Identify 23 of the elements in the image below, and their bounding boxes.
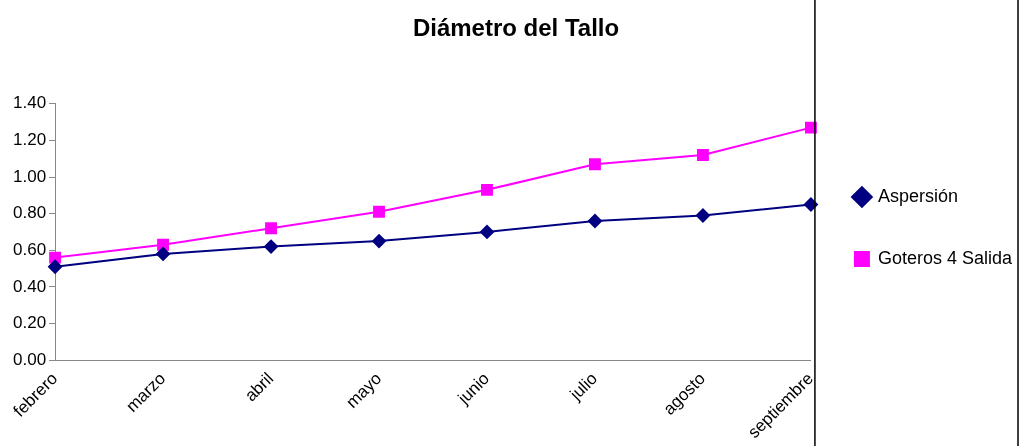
point bbox=[372, 234, 387, 249]
point bbox=[587, 213, 602, 228]
y-tick-label: 1.20 bbox=[12, 130, 47, 150]
point bbox=[697, 149, 709, 162]
y-tick-label: 0.40 bbox=[12, 276, 47, 296]
y-tick-label: 0.80 bbox=[12, 203, 47, 223]
y-tick-label: 0.60 bbox=[12, 239, 47, 259]
point bbox=[479, 224, 494, 239]
y-tick-label: 1.40 bbox=[12, 93, 47, 113]
legend-label: Aspersión bbox=[877, 185, 958, 206]
y-tick-label: 0.20 bbox=[12, 313, 47, 333]
chart-title: Diámetro del Tallo bbox=[412, 14, 620, 42]
y-tick-label: 0.00 bbox=[12, 349, 47, 369]
point bbox=[373, 205, 385, 218]
point bbox=[265, 222, 277, 235]
point bbox=[589, 158, 601, 171]
legend-label: Goteros 4 Salida bbox=[877, 247, 1013, 268]
point bbox=[48, 259, 63, 274]
y-tick-label: 1.00 bbox=[12, 166, 47, 186]
point bbox=[695, 208, 710, 223]
point bbox=[481, 183, 493, 196]
point bbox=[156, 246, 171, 261]
point bbox=[264, 239, 279, 254]
